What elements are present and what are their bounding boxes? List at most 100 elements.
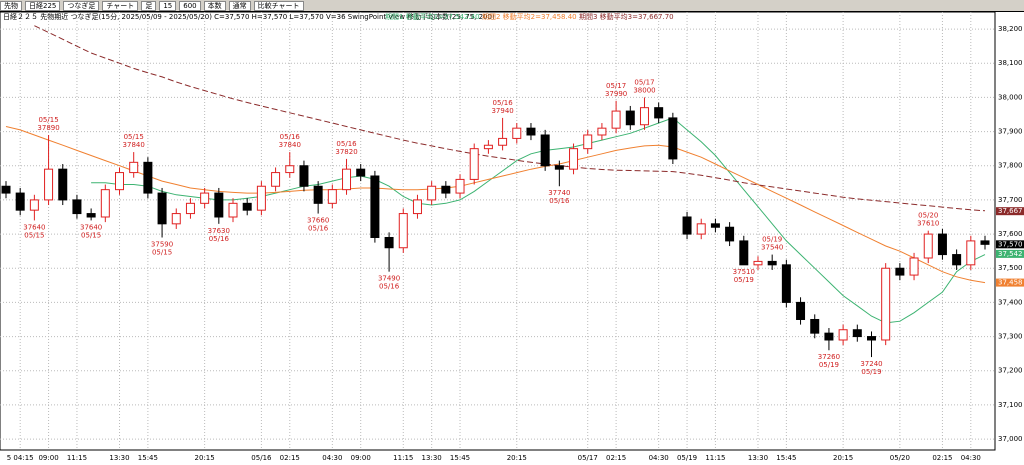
candle-body [356, 168, 366, 177]
x-tick-label: 05/17 [578, 454, 598, 462]
x-tick-label: 09:00 [38, 454, 58, 462]
swing-low-date: 05/19 [819, 361, 839, 369]
x-tick-label: 05/20 [890, 454, 910, 462]
candle-body [412, 199, 422, 215]
candle-body [441, 185, 451, 194]
swing-low-date: 05/16 [209, 235, 230, 243]
candle-body [597, 127, 607, 136]
swing-high-price: 37610 [917, 220, 939, 228]
swing-high-price: 37840 [123, 141, 145, 149]
candle-body [569, 148, 579, 170]
candle-body [540, 134, 550, 167]
moving-average-line [34, 25, 986, 212]
candle-body [200, 192, 210, 204]
swing-low-price: 37490 [378, 275, 400, 283]
candle-body [554, 165, 564, 170]
y-tick-label: 37,500 [998, 264, 1023, 272]
candle-body [29, 199, 39, 211]
axis-marker-label: 37,458 [998, 279, 1023, 287]
x-tick-label: 13:30 [422, 454, 442, 462]
y-tick-label: 37,100 [998, 401, 1023, 409]
candle-body [15, 192, 25, 211]
y-tick-label: 38,000 [998, 93, 1023, 101]
candle-body [228, 202, 238, 218]
toolbar-control[interactable]: 先物 [0, 0, 22, 11]
candle-body [625, 110, 635, 126]
candle-body [810, 318, 820, 334]
y-tick-label: 37,800 [998, 162, 1023, 170]
candle-body [86, 213, 96, 218]
y-tick-label: 38,100 [998, 59, 1023, 67]
toolbar-control[interactable]: 本数 [203, 0, 226, 11]
candle-body [611, 110, 621, 129]
x-tick-label: 04:30 [649, 454, 669, 462]
candle-body [512, 127, 522, 139]
candle-body [129, 161, 139, 174]
swing-high-price: 37820 [335, 148, 357, 156]
candle-body [654, 107, 664, 119]
candle-body [143, 161, 153, 194]
x-tick-label: 13:30 [748, 454, 768, 462]
swing-low-date: 05/15 [24, 231, 44, 239]
candle-body [682, 216, 692, 235]
candle-body [171, 213, 181, 225]
plot-area [0, 11, 996, 451]
candle-body [384, 236, 394, 249]
swing-low-price: 37240 [860, 360, 882, 368]
candle-body [44, 168, 54, 201]
x-tick-label: 09:00 [351, 454, 371, 462]
candle-body [498, 137, 508, 146]
swing-high-date: 05/17 [634, 78, 654, 86]
y-tick-label: 37,700 [998, 196, 1023, 204]
x-tick-label: 02:15 [280, 454, 300, 462]
axis-marker-label: 37,570 [998, 240, 1023, 248]
candle-body [242, 202, 252, 211]
toolbar: 先物 日経225 つなぎ足 チャート足 15 600 本数 通常 比較チャート [0, 0, 1024, 12]
candle-body [696, 223, 706, 235]
swing-high-date: 05/15 [38, 116, 58, 124]
toolbar-control[interactable]: 比較チャート [253, 0, 304, 11]
candle-body [966, 240, 976, 266]
swing-high-price: 37990 [605, 90, 627, 98]
swing-low-date: 05/19 [734, 276, 754, 284]
candle-body [115, 172, 125, 191]
candle-body [1, 185, 11, 194]
moving-average-line [5, 126, 986, 284]
moving-average-line [91, 117, 986, 324]
candle-body [753, 260, 763, 266]
swing-low-price: 37510 [733, 268, 755, 276]
toolbar-control[interactable]: 15 [159, 0, 177, 11]
candle-body [526, 127, 536, 136]
candle-body [937, 233, 947, 256]
x-tick-label: 05/16 [251, 454, 272, 462]
x-tick-label: 04:30 [961, 454, 981, 462]
candle-body [185, 202, 195, 215]
toolbar-control[interactable]: 600 [179, 0, 201, 11]
swing-high-price: 37840 [279, 141, 301, 149]
candle-body [398, 213, 408, 249]
x-tick-label: 5 04:15 [7, 454, 34, 462]
toolbar-control[interactable]: 足 [141, 0, 157, 11]
swing-high-date: 05/20 [918, 212, 938, 220]
toolbar-control[interactable]: チャート [102, 0, 139, 11]
x-tick-label: 05/19 [677, 454, 697, 462]
toolbar-control[interactable]: つなぎ足 [63, 0, 100, 11]
y-tick-label: 37,000 [998, 435, 1023, 443]
candle-body [639, 107, 649, 126]
candle-body [299, 165, 309, 187]
candle-body [767, 260, 777, 266]
candle-body [313, 185, 323, 204]
toolbar-control[interactable]: 通常 [228, 0, 251, 11]
y-tick-label: 37,900 [998, 128, 1023, 136]
y-tick-label: 37,300 [998, 333, 1023, 341]
candle-body [370, 175, 380, 238]
swing-high-price: 38000 [633, 86, 655, 94]
y-tick-label: 38,200 [998, 25, 1023, 33]
x-tick-label: 02:15 [932, 454, 952, 462]
toolbar-control[interactable]: 日経225 [25, 0, 61, 11]
candle-body [483, 144, 493, 150]
candle-body [923, 233, 933, 259]
axis-marker [996, 240, 1024, 249]
swing-low-date: 05/16 [379, 283, 400, 291]
